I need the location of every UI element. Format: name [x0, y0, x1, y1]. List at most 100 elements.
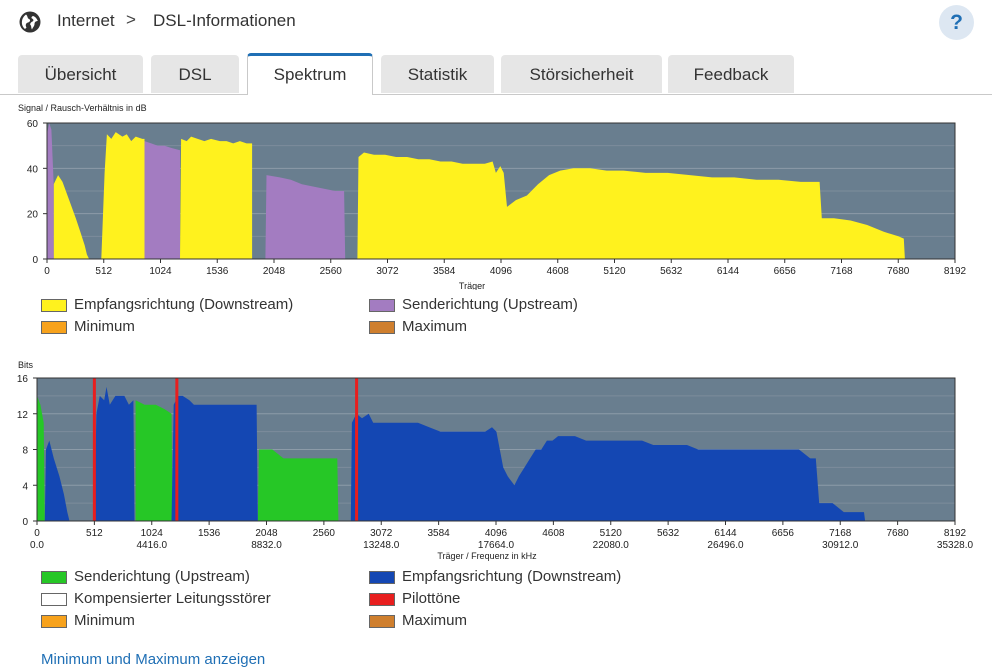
y-tick-label: 60 — [27, 119, 39, 130]
bits-chart-svg: Bits 0 4 8 12 16 0 512 1024 1536 2048 2560 3072 358… — [17, 360, 974, 561]
breadcrumb-chevron-icon: > — [126, 10, 136, 29]
x-tick-label: 1024 — [141, 528, 164, 539]
x-tick-frequency-label: 13248.0 — [363, 540, 400, 551]
legend-label: Maximum — [402, 612, 468, 629]
series-0-area-0 — [53, 175, 90, 259]
x-tick-label: 8192 — [944, 528, 967, 539]
y-tick-label: 8 — [22, 446, 28, 457]
legend-label: Empfangsrichtung (Downstream) — [74, 296, 294, 313]
tab-statistik[interactable]: Statistik — [381, 55, 494, 93]
x-tick-label: 5632 — [657, 528, 680, 539]
x-tick-label: 512 — [86, 528, 103, 539]
pilot-tone-0 — [92, 378, 96, 521]
x-tick-frequency-label: 0.0 — [30, 540, 44, 551]
snr-x-axis-label: Träger — [459, 281, 485, 290]
x-tick-label: 4608 — [547, 266, 570, 277]
legend-swatch — [369, 299, 395, 312]
tab-bar: Übersicht DSL Spektrum Statistik Störsic… — [0, 53, 992, 95]
help-button[interactable]: ? — [939, 5, 974, 40]
x-tick-label: 2048 — [255, 528, 278, 539]
legend-label: Kompensierter Leitungsstörer — [74, 590, 271, 607]
x-tick-label: 3072 — [376, 266, 399, 277]
x-tick-label: 5120 — [600, 528, 623, 539]
x-tick-label: 3584 — [428, 528, 451, 539]
legend-swatch — [41, 299, 67, 312]
x-tick-label: 1536 — [206, 266, 229, 277]
tab-spektrum[interactable]: Spektrum — [247, 53, 373, 95]
x-tick-frequency-label: 8832.0 — [251, 540, 282, 551]
globe-icon — [19, 11, 41, 33]
legend-swatch — [41, 593, 67, 606]
tab-dsl[interactable]: DSL — [151, 55, 239, 93]
x-tick-frequency-label: 22080.0 — [593, 540, 630, 551]
legend-label: Minimum — [74, 318, 135, 335]
series-1-area-1 — [94, 386, 135, 521]
series-1-area-1 — [144, 141, 180, 259]
x-tick-frequency-label: 17664.0 — [478, 540, 515, 551]
x-tick-label: 0 — [44, 266, 50, 277]
x-tick-label: 512 — [95, 266, 112, 277]
y-tick-label: 0 — [32, 255, 38, 266]
x-tick-frequency-label: 35328.0 — [937, 540, 974, 551]
legend-label: Pilottöne — [402, 590, 461, 607]
bits-x-axis-label: Träger / Frequenz in kHz — [437, 551, 537, 561]
x-tick-label: 8192 — [944, 266, 967, 277]
x-tick-label: 6656 — [774, 266, 797, 277]
legend-swatch — [41, 571, 67, 584]
x-tick-label: 7168 — [829, 528, 852, 539]
x-tick-label: 6144 — [714, 528, 737, 539]
series-0-area-3 — [357, 152, 905, 259]
legend-label: Senderichtung (Upstream) — [402, 296, 578, 313]
x-tick-frequency-label: 26496.0 — [707, 540, 744, 551]
y-tick-label: 40 — [27, 164, 39, 175]
legend-swatch — [41, 321, 67, 334]
x-tick-label: 6656 — [772, 528, 795, 539]
tab-stoersicherheit[interactable]: Störsicherheit — [501, 55, 662, 93]
legend-swatch — [369, 615, 395, 628]
x-tick-label: 5120 — [603, 266, 626, 277]
x-tick-label: 3584 — [433, 266, 456, 277]
series-1-area-3 — [350, 413, 866, 521]
x-tick-label: 2560 — [320, 266, 343, 277]
x-tick-label: 0 — [34, 528, 40, 539]
bits-chart-title: Bits — [18, 360, 34, 370]
page-title: DSL-Informationen — [153, 11, 296, 30]
x-tick-label: 4096 — [485, 528, 508, 539]
x-tick-label: 5632 — [660, 266, 683, 277]
breadcrumb-root[interactable]: Internet — [57, 11, 115, 30]
x-tick-frequency-label: 4416.0 — [136, 540, 167, 551]
legend-swatch — [369, 593, 395, 606]
series-0-area-2 — [257, 449, 339, 521]
legend-swatch — [369, 321, 395, 334]
x-tick-label: 6144 — [717, 266, 740, 277]
legend-label: Empfangsrichtung (Downstream) — [402, 568, 622, 585]
series-0-area-2 — [180, 136, 253, 259]
tab-feedback[interactable]: Feedback — [668, 55, 794, 93]
legend-label: Minimum — [74, 612, 135, 629]
snr-chart: Signal / Rausch-Verhältnis in dB 0 20 40 60… — [0, 100, 992, 340]
x-tick-frequency-label: 30912.0 — [822, 540, 859, 551]
series-1-area-0 — [44, 440, 70, 521]
legend-swatch — [369, 571, 395, 584]
series-1-area-2 — [265, 175, 346, 259]
x-tick-label: 7680 — [887, 266, 910, 277]
series-0-area-1 — [101, 132, 145, 259]
top-bar: Internet > DSL-Informationen ? — [0, 0, 992, 46]
pilot-tone-2 — [355, 378, 359, 521]
legend-label: Maximum — [402, 318, 468, 335]
series-1-area-0 — [47, 123, 54, 259]
bits-chart: Bits 0 4 8 12 16 0 512 1024 1536 2048 2560 3072 358… — [0, 356, 992, 646]
x-tick-label: 1024 — [149, 266, 172, 277]
snr-chart-svg: Signal / Rausch-Verhältnis in dB 0 20 40 60… — [18, 103, 967, 290]
tab-uebersicht[interactable]: Übersicht — [18, 55, 143, 93]
snr-chart-title: Signal / Rausch-Verhältnis in dB — [18, 103, 147, 113]
y-tick-label: 16 — [17, 374, 29, 385]
y-tick-label: 20 — [27, 210, 39, 221]
x-tick-label: 7168 — [830, 266, 853, 277]
x-tick-label: 7680 — [887, 528, 910, 539]
pilot-tone-1 — [175, 378, 179, 521]
legend-swatch — [41, 615, 67, 628]
legend-label: Senderichtung (Upstream) — [74, 568, 250, 585]
show-min-max-link[interactable]: Minimum und Maximum anzeigen — [41, 651, 266, 668]
x-tick-label: 2048 — [263, 266, 286, 277]
